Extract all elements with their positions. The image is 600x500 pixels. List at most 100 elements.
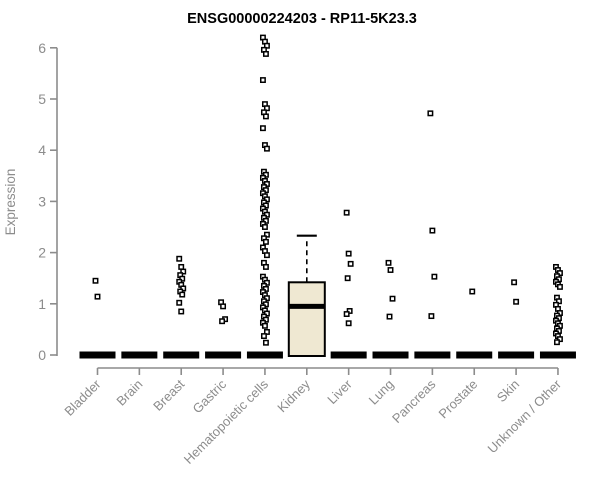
- data-point: [262, 113, 269, 120]
- x-tick-label: Skin: [494, 377, 522, 405]
- boxplot-collapsed: [456, 351, 493, 359]
- x-tick-label: Gastric: [189, 376, 229, 416]
- boxplot-collapsed: [79, 351, 116, 359]
- data-point: [179, 291, 186, 298]
- data-point: [220, 303, 227, 310]
- data-point: [263, 196, 270, 203]
- data-point: [263, 295, 270, 302]
- data-point: [262, 263, 269, 270]
- data-point: [263, 231, 270, 238]
- data-point: [347, 260, 354, 267]
- boxplot-collapsed: [498, 351, 535, 359]
- data-point: [262, 339, 269, 346]
- data-point: [261, 224, 268, 230]
- data-point: [219, 318, 226, 325]
- data-point: [469, 288, 476, 295]
- data-point: [94, 293, 101, 300]
- data-point: [262, 171, 269, 178]
- data-point: [262, 202, 269, 209]
- data-point: [262, 217, 269, 224]
- data-point: [178, 263, 185, 270]
- data-point: [428, 313, 435, 320]
- data-point: [263, 105, 270, 112]
- data-point: [263, 181, 270, 187]
- data-point: [429, 227, 436, 234]
- data-point: [513, 298, 520, 305]
- data-point: [176, 255, 183, 262]
- y-tick-label: 6: [38, 40, 46, 56]
- data-point: [180, 285, 187, 292]
- data-point: [262, 301, 269, 308]
- y-tick-label: 0: [38, 347, 46, 363]
- data-point: [343, 209, 350, 216]
- boxplot-box: [287, 281, 326, 357]
- data-point: [180, 268, 187, 275]
- y-tick-label: 5: [38, 91, 46, 107]
- data-point: [263, 329, 270, 335]
- data-point: [263, 310, 270, 317]
- data-point: [263, 42, 270, 49]
- x-tick-label: Brain: [113, 377, 145, 409]
- data-point: [262, 316, 269, 323]
- x-tick-label: Unknown / Other: [484, 376, 564, 456]
- boxplot-collapsed: [539, 351, 576, 359]
- chart-title: ENSG00000224203 - RP11-5K23.3: [187, 11, 417, 27]
- data-point: [262, 187, 269, 194]
- boxplot-median: [288, 303, 325, 309]
- data-point: [179, 275, 186, 282]
- data-point: [263, 145, 270, 152]
- data-point: [259, 125, 266, 132]
- data-point: [345, 250, 352, 257]
- boxplot-collapsed: [205, 351, 242, 359]
- data-point: [557, 336, 563, 343]
- data-point: [554, 339, 560, 346]
- data-point: [260, 333, 267, 340]
- data-point: [176, 299, 183, 306]
- x-tick-label: Bladder: [61, 376, 104, 419]
- data-point: [178, 308, 185, 315]
- data-point: [262, 50, 269, 57]
- data-point: [92, 277, 99, 284]
- data-point: [556, 298, 562, 305]
- y-tick-label: 2: [38, 245, 46, 261]
- data-point: [386, 313, 393, 320]
- data-point: [385, 259, 392, 266]
- data-point: [262, 238, 269, 245]
- data-point: [431, 273, 438, 280]
- x-tick-label: Breast: [150, 376, 187, 413]
- y-tick-label: 1: [38, 296, 46, 312]
- x-tick-label: Kidney: [274, 376, 313, 415]
- data-point: [427, 110, 434, 117]
- data-point: [387, 267, 394, 273]
- data-point: [344, 275, 351, 282]
- data-point: [263, 252, 270, 259]
- boxplot-collapsed: [121, 351, 158, 359]
- x-tick-label: Liver: [324, 376, 355, 407]
- y-tick-label: 3: [38, 193, 46, 209]
- boxplot-collapsed: [372, 351, 409, 359]
- x-tick-label: Prostate: [436, 377, 481, 422]
- y-tick-label: 4: [38, 142, 46, 158]
- boxplot-collapsed: [414, 351, 451, 359]
- data-point: [345, 320, 352, 327]
- data-point: [262, 286, 269, 292]
- data-point: [343, 311, 350, 317]
- x-tick-label: Lung: [366, 377, 397, 408]
- data-point: [557, 283, 563, 290]
- x-tick-label: Pancreas: [389, 376, 439, 426]
- data-point: [263, 279, 270, 286]
- boxplot-collapsed: [330, 351, 367, 359]
- data-point: [511, 279, 518, 286]
- data-point: [389, 295, 396, 302]
- data-point: [261, 322, 268, 329]
- data-point: [263, 211, 270, 218]
- data-point: [346, 308, 353, 314]
- data-point: [557, 270, 563, 277]
- boxplot-collapsed: [163, 351, 200, 359]
- data-point: [259, 77, 266, 84]
- y-axis-label: Expression: [3, 169, 18, 236]
- boxplot-collapsed: [246, 351, 283, 359]
